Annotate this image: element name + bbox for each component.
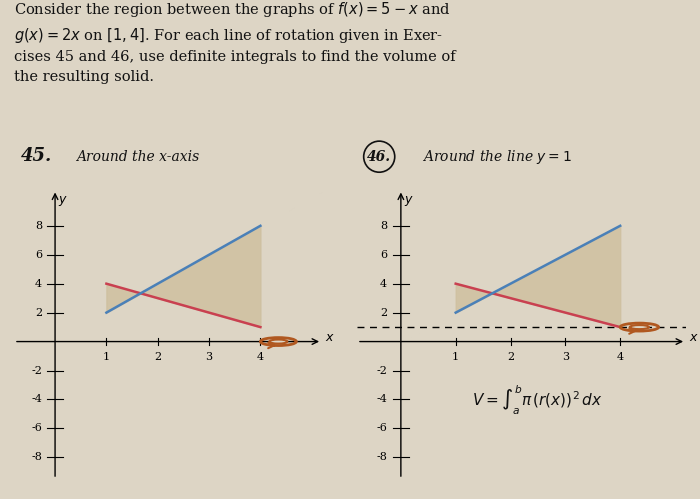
Text: 6: 6	[35, 250, 42, 260]
Text: -2: -2	[377, 365, 387, 376]
Text: 6: 6	[380, 250, 387, 260]
Text: 2: 2	[35, 307, 42, 318]
Text: -8: -8	[377, 452, 387, 463]
Text: Consider the region between the graphs of $f(x) = 5 - x$ and
$g(x) = 2x$ on $[1,: Consider the region between the graphs o…	[14, 0, 456, 84]
Text: 2: 2	[380, 307, 387, 318]
Text: $y$: $y$	[404, 194, 414, 208]
Text: $V = \int_a^b \pi\,(r(x))^2\,dx$: $V = \int_a^b \pi\,(r(x))^2\,dx$	[472, 384, 603, 417]
Text: -8: -8	[32, 452, 42, 463]
Text: 8: 8	[35, 221, 42, 231]
Text: 1: 1	[103, 352, 110, 362]
Text: 1: 1	[452, 352, 459, 362]
Text: 2: 2	[154, 352, 161, 362]
Text: $y$: $y$	[58, 194, 68, 208]
Text: 4: 4	[257, 352, 264, 362]
Text: 2: 2	[507, 352, 514, 362]
Text: 3: 3	[562, 352, 569, 362]
Text: -4: -4	[377, 394, 387, 405]
Text: -6: -6	[32, 423, 42, 434]
Text: 46.: 46.	[368, 150, 391, 164]
Text: 45.: 45.	[21, 147, 52, 165]
Ellipse shape	[630, 325, 649, 329]
Text: -4: -4	[32, 394, 42, 405]
Text: $x$: $x$	[325, 331, 335, 344]
Text: 8: 8	[380, 221, 387, 231]
Text: 4: 4	[380, 278, 387, 289]
Text: Around the line $y = 1$: Around the line $y = 1$	[422, 148, 572, 166]
Text: 3: 3	[206, 352, 213, 362]
Text: -2: -2	[32, 365, 42, 376]
Text: Around the x-axis: Around the x-axis	[76, 150, 199, 164]
Text: 4: 4	[35, 278, 42, 289]
Text: $x$: $x$	[689, 331, 699, 344]
Text: 4: 4	[617, 352, 624, 362]
Text: -6: -6	[377, 423, 387, 434]
Ellipse shape	[270, 339, 287, 344]
